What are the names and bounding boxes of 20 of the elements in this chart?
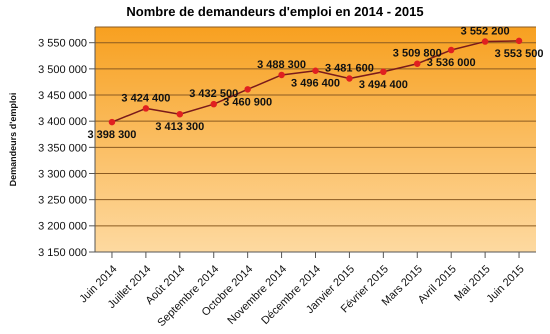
data-label: 3 496 400 <box>291 78 340 90</box>
y-tick-label: 3 150 000 <box>38 246 87 259</box>
y-tick-label: 3 500 000 <box>38 64 87 76</box>
y-tick-label: 3 400 000 <box>38 116 87 128</box>
data-label: 3 494 400 <box>358 78 408 91</box>
y-tick-label: 3 300 000 <box>38 168 87 180</box>
data-label: 3 413 300 <box>155 121 204 134</box>
y-tick-label: 3 350 000 <box>38 142 87 154</box>
y-tick-label: 3 250 000 <box>38 194 87 207</box>
y-axis-title: Demandeurs d'emploi <box>8 92 18 186</box>
chart-title: Nombre de demandeurs d'emploi en 2014 - 2015 <box>125 3 425 21</box>
data-label: 3 536 000 <box>426 57 476 70</box>
data-label: 3 488 300 <box>257 58 306 71</box>
data-label: 3 481 600 <box>324 62 374 74</box>
data-label: 3 398 300 <box>87 129 136 142</box>
data-label: 3 424 400 <box>121 92 170 104</box>
data-label: 3 552 200 <box>460 26 510 38</box>
y-tick-label: 3 450 000 <box>38 90 87 102</box>
y-tick-label: 3 550 000 <box>38 38 87 50</box>
y-tick-label: 3 200 000 <box>38 220 87 233</box>
